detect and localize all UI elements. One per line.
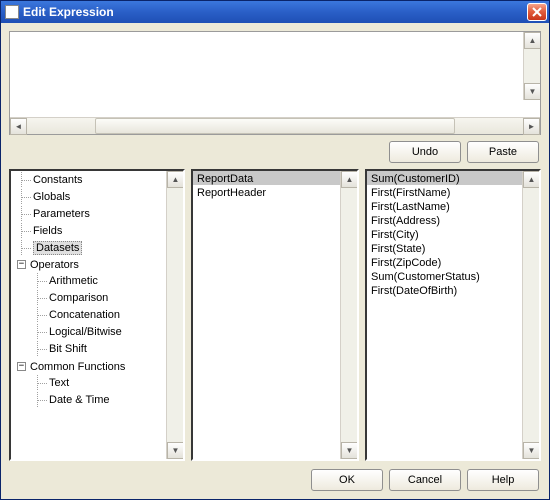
undo-button[interactable]: Undo (389, 141, 461, 163)
list-item[interactable]: First(Address) (367, 213, 522, 227)
help-button[interactable]: Help (467, 469, 539, 491)
scroll-right-icon[interactable]: ► (523, 118, 540, 135)
tree-item-fields[interactable]: Fields (33, 225, 62, 237)
tree-item-common[interactable]: Common Functions (30, 361, 125, 373)
scroll-up-icon[interactable]: ▲ (523, 171, 539, 188)
tree-item-parameters[interactable]: Parameters (33, 208, 90, 220)
titlebar[interactable]: Edit Expression (1, 1, 549, 23)
scroll-left-icon[interactable]: ◄ (10, 118, 27, 135)
tree-item-concatenation[interactable]: Concatenation (49, 309, 120, 321)
toolbar-row: Undo Paste (9, 141, 541, 163)
tree-item-logical[interactable]: Logical/Bitwise (49, 326, 122, 338)
window-icon (5, 5, 19, 19)
list-item[interactable]: First(FirstName) (367, 185, 522, 199)
dialog-buttons: OK Cancel Help (9, 467, 541, 491)
expression-box: ▲ ▼ ◄ ► (9, 31, 541, 135)
scroll-down-icon[interactable]: ▼ (523, 442, 539, 459)
tree-item-operators[interactable]: Operators (30, 259, 79, 271)
tree-item-constants[interactable]: Constants (33, 174, 83, 186)
list-item[interactable]: Sum(CustomerStatus) (367, 269, 522, 283)
window-title: Edit Expression (23, 5, 527, 19)
tree-item-datetime[interactable]: Date & Time (49, 394, 110, 406)
list-item[interactable]: First(ZipCode) (367, 255, 522, 269)
cancel-button[interactable]: Cancel (389, 469, 461, 491)
close-icon (532, 7, 542, 17)
expression-editor-area: ▲ ▼ (10, 32, 540, 117)
tree-vscrollbar[interactable]: ▲ ▼ (166, 171, 183, 459)
ok-button[interactable]: OK (311, 469, 383, 491)
category-tree-panel: Constants Globals Parameters Fields Data… (9, 169, 185, 461)
scroll-up-icon[interactable]: ▲ (524, 32, 540, 49)
tree-item-globals[interactable]: Globals (33, 191, 70, 203)
hscroll-thumb[interactable] (95, 118, 455, 134)
scroll-up-icon[interactable]: ▲ (167, 171, 183, 188)
panels-row: Constants Globals Parameters Fields Data… (9, 169, 541, 461)
collapse-icon[interactable]: − (17, 362, 26, 371)
scroll-down-icon[interactable]: ▼ (341, 442, 357, 459)
list-item[interactable]: First(State) (367, 241, 522, 255)
list-item[interactable]: Sum(CustomerID) (367, 171, 522, 185)
edit-expression-dialog: Edit Expression ▲ ▼ ◄ ► Undo Pa (0, 0, 550, 500)
list-item[interactable]: First(LastName) (367, 199, 522, 213)
tree-item-arithmetic[interactable]: Arithmetic (49, 275, 98, 287)
scroll-down-icon[interactable]: ▼ (524, 83, 540, 100)
collapse-icon[interactable]: − (17, 260, 26, 269)
category-tree[interactable]: Constants Globals Parameters Fields Data… (11, 171, 183, 459)
fields-vscrollbar[interactable]: ▲ ▼ (522, 171, 539, 459)
close-button[interactable] (527, 3, 547, 21)
client-area: ▲ ▼ ◄ ► Undo Paste Constants (1, 23, 549, 499)
list-item[interactable]: ReportHeader (193, 185, 340, 199)
fields-list[interactable]: Sum(CustomerID)First(FirstName)First(Las… (367, 171, 522, 459)
scroll-up-icon[interactable]: ▲ (341, 171, 357, 188)
datasets-list[interactable]: ReportDataReportHeader (193, 171, 340, 459)
hscroll-track[interactable] (27, 118, 523, 134)
list-item[interactable]: First(DateOfBirth) (367, 283, 522, 297)
datasets-vscrollbar[interactable]: ▲ ▼ (340, 171, 357, 459)
list-item[interactable]: First(City) (367, 227, 522, 241)
expression-hscrollbar[interactable]: ◄ ► (10, 117, 540, 134)
scroll-down-icon[interactable]: ▼ (167, 442, 183, 459)
tree-item-datasets[interactable]: Datasets (33, 241, 82, 255)
datasets-panel: ReportDataReportHeader ▲ ▼ (191, 169, 359, 461)
tree-item-comparison[interactable]: Comparison (49, 292, 108, 304)
tree-item-bitshift[interactable]: Bit Shift (49, 343, 87, 355)
list-item[interactable]: ReportData (193, 171, 340, 185)
paste-button[interactable]: Paste (467, 141, 539, 163)
tree-item-text[interactable]: Text (49, 377, 69, 389)
expression-vscrollbar[interactable]: ▲ ▼ (523, 32, 540, 100)
expression-input[interactable] (10, 32, 523, 117)
fields-panel: Sum(CustomerID)First(FirstName)First(Las… (365, 169, 541, 461)
